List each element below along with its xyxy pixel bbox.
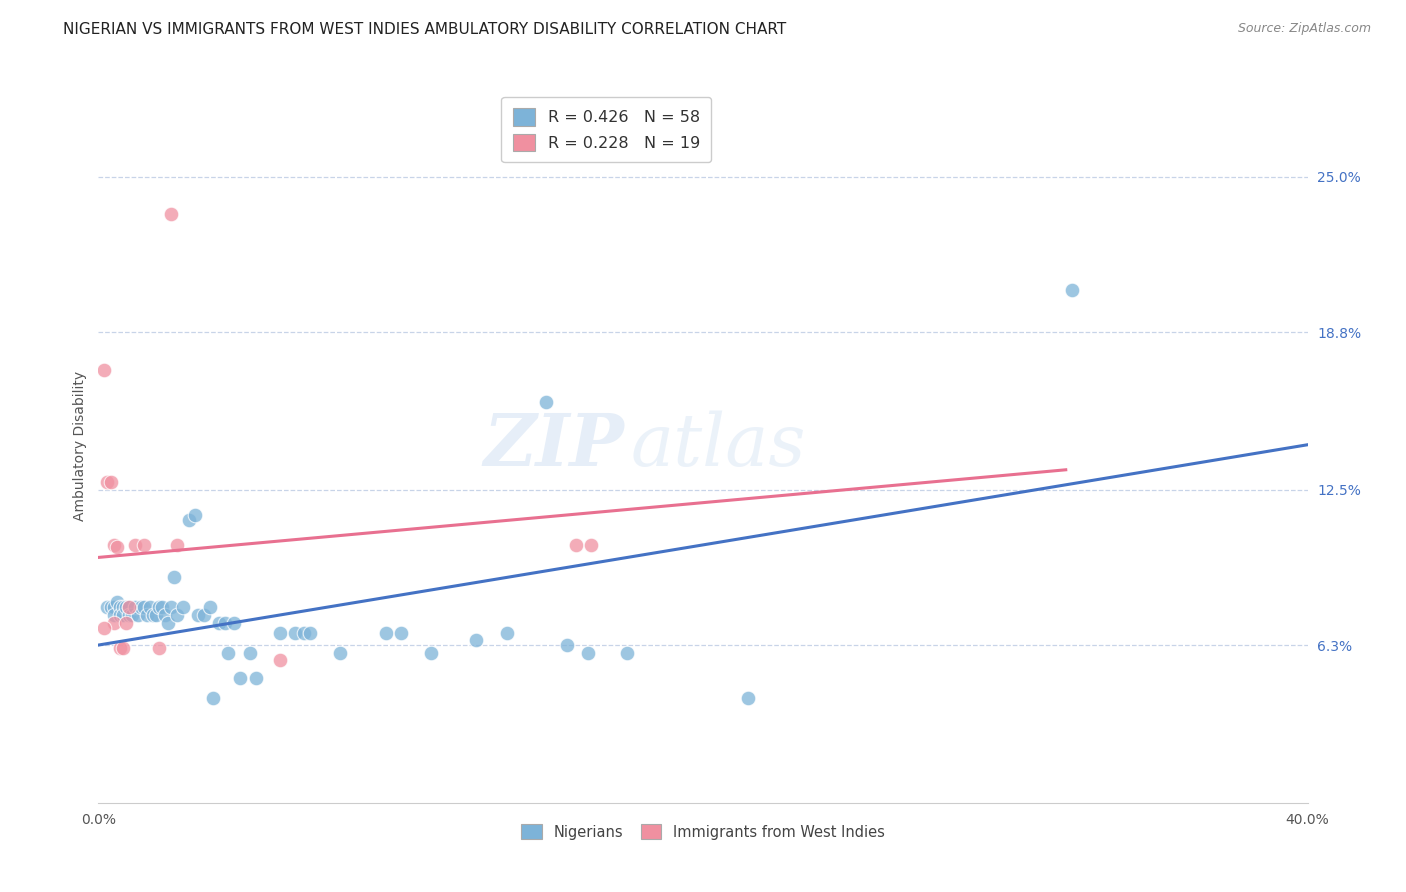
Point <box>172 600 194 615</box>
Point <box>576 646 599 660</box>
Point <box>93 621 115 635</box>
Point <box>124 538 146 552</box>
Point <box>132 600 155 615</box>
Point <box>329 646 352 660</box>
Text: ZIP: ZIP <box>484 410 624 482</box>
Point <box>139 600 162 615</box>
Point <box>160 600 183 615</box>
Point <box>148 640 170 655</box>
Point <box>103 607 125 622</box>
Point <box>160 207 183 221</box>
Text: atlas: atlas <box>630 410 806 482</box>
Point <box>534 395 557 409</box>
Point <box>1060 283 1083 297</box>
Point <box>299 625 322 640</box>
Point <box>150 600 173 615</box>
Text: NIGERIAN VS IMMIGRANTS FROM WEST INDIES AMBULATORY DISABILITY CORRELATION CHART: NIGERIAN VS IMMIGRANTS FROM WEST INDIES … <box>63 22 786 37</box>
Point <box>420 646 443 660</box>
Point <box>495 625 517 640</box>
Point <box>187 607 209 622</box>
Point <box>100 600 122 615</box>
Point <box>737 690 759 705</box>
Point <box>202 690 225 705</box>
Text: Source: ZipAtlas.com: Source: ZipAtlas.com <box>1237 22 1371 36</box>
Point <box>132 538 155 552</box>
Point <box>108 600 131 615</box>
Point <box>579 538 602 552</box>
Point <box>129 600 152 615</box>
Point <box>103 600 125 615</box>
Point <box>114 600 136 615</box>
Point <box>179 513 201 527</box>
Point <box>239 646 262 660</box>
Point <box>284 625 307 640</box>
Point <box>121 607 143 622</box>
Point <box>217 646 239 660</box>
Point <box>156 615 179 630</box>
Point <box>208 615 231 630</box>
Point <box>148 600 170 615</box>
Point <box>166 538 188 552</box>
Point <box>100 475 122 490</box>
Point <box>111 600 134 615</box>
Point <box>105 595 128 609</box>
Point <box>153 607 176 622</box>
Point <box>111 607 134 622</box>
Point <box>142 607 165 622</box>
Point <box>193 607 215 622</box>
Point <box>269 653 291 667</box>
Point <box>224 615 246 630</box>
Point <box>145 607 167 622</box>
Point <box>292 625 315 640</box>
Point <box>96 475 118 490</box>
Y-axis label: Ambulatory Disability: Ambulatory Disability <box>73 371 87 521</box>
Point <box>118 600 141 615</box>
Point <box>103 538 125 552</box>
Point <box>269 625 291 640</box>
Point <box>389 625 412 640</box>
Point <box>229 671 252 685</box>
Point <box>108 640 131 655</box>
Point <box>214 615 236 630</box>
Point <box>245 671 267 685</box>
Point <box>555 638 578 652</box>
Point <box>200 600 222 615</box>
Point <box>111 640 134 655</box>
Point <box>465 633 488 648</box>
Point <box>114 615 136 630</box>
Point <box>103 615 125 630</box>
Point <box>124 600 146 615</box>
Point <box>565 538 588 552</box>
Point <box>374 625 396 640</box>
Point <box>616 646 638 660</box>
Point <box>135 607 157 622</box>
Point <box>118 607 141 622</box>
Point <box>127 607 149 622</box>
Point <box>163 570 186 584</box>
Point <box>93 362 115 376</box>
Legend: Nigerians, Immigrants from West Indies: Nigerians, Immigrants from West Indies <box>516 818 890 846</box>
Point <box>166 607 188 622</box>
Point <box>105 541 128 555</box>
Point <box>108 607 131 622</box>
Point <box>96 600 118 615</box>
Point <box>118 600 141 615</box>
Point <box>184 508 207 522</box>
